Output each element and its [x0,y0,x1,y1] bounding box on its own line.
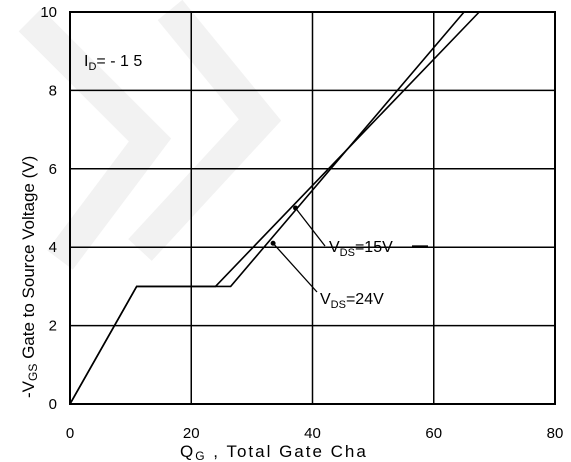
series-line-vds-15v [70,12,479,404]
y-tick-label: 2 [49,318,57,335]
y-tick-label: 4 [49,239,57,256]
background-watermark [30,10,260,260]
series-line-vds-24v [70,12,464,404]
vds-24v-leader-line [273,243,317,292]
y-axis-label: -VGS Gate to Source Voltage (V) [19,156,40,398]
y-tick-label: 8 [49,82,57,99]
x-tick-label: 60 [425,425,442,442]
annotation-vds-15v: VDS=15V [293,206,428,260]
id-annotation: ID= - 1 5 [84,53,142,73]
x-tick-label: 0 [66,425,74,442]
x-tick-label: 80 [547,425,564,442]
x-axis-label: QG , Total Gate Cha [180,442,368,462]
x-tick-label: 40 [304,425,321,442]
y-tick-label: 0 [49,396,57,413]
x-tick-label: 20 [183,425,200,442]
vds-15v-leader-line [296,208,325,246]
grid-lines [70,12,555,404]
series-layer [70,12,479,404]
y-tick-label: 6 [49,161,57,178]
vds-24v-arrow-head [271,241,276,246]
y-tick-label: 10 [40,4,57,21]
x-tick-labels: 0 20 40 60 80 [66,425,564,442]
vds-24v-label: VDS=24V [320,291,384,311]
vds-15v-arrow-head [293,206,298,211]
vds-15v-label: VDS=15V [329,239,393,259]
